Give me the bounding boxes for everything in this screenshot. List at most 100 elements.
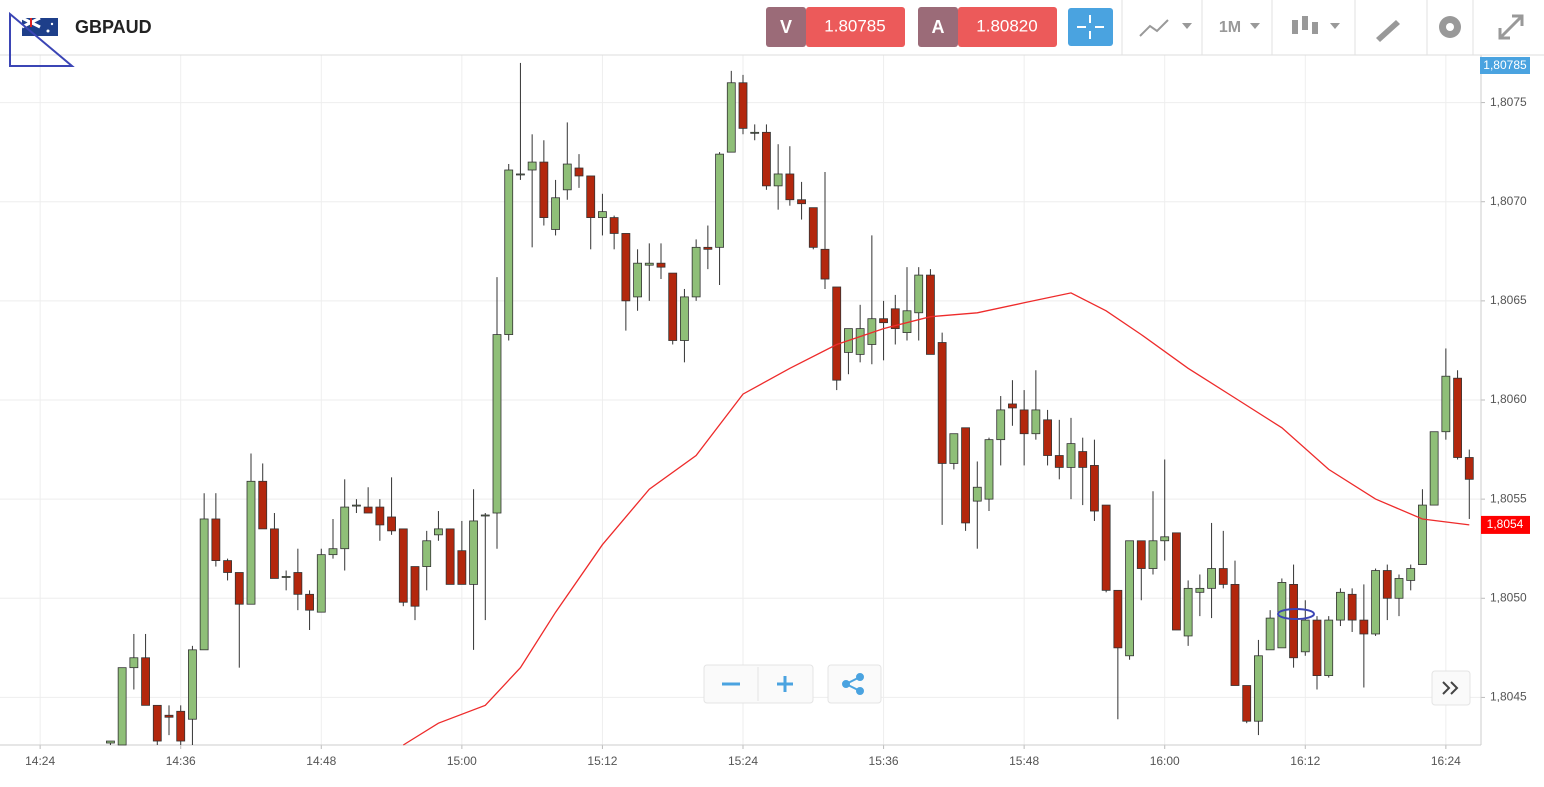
x-tick-label: 15:36 — [869, 754, 899, 768]
candle-body — [832, 286, 842, 381]
candle-body — [633, 262, 642, 298]
bid-button[interactable] — [766, 7, 806, 47]
candle-body — [164, 714, 174, 718]
candle-body — [469, 520, 478, 585]
price-tag-bg — [1480, 57, 1530, 74]
ask-button[interactable] — [918, 7, 958, 47]
candle-body — [797, 199, 806, 205]
candle-body — [1019, 409, 1029, 435]
crosshair-button[interactable] — [1068, 8, 1113, 46]
candle-body — [246, 480, 256, 605]
settings-icon[interactable] — [1439, 16, 1461, 38]
candle-body — [1008, 403, 1017, 409]
candle-body — [1172, 532, 1181, 631]
y-tick-label: 1,8055 — [1490, 491, 1527, 505]
candle-body — [1230, 583, 1240, 686]
x-tick-label: 15:24 — [728, 754, 758, 768]
candle-body — [1066, 443, 1076, 468]
x-tick-label: 14:24 — [25, 754, 55, 768]
y-tick-label: 1,8065 — [1490, 293, 1527, 307]
candle-body — [984, 439, 994, 500]
zoom-controls — [703, 664, 1471, 706]
scroll-end-button[interactable] — [1431, 670, 1471, 706]
candle-body — [703, 246, 713, 250]
draw-icon[interactable] — [1376, 20, 1400, 42]
candle-body — [1371, 570, 1380, 635]
moving-average-line — [402, 292, 1470, 746]
candle-body — [656, 262, 666, 268]
candle-body — [1300, 619, 1310, 653]
candle-body — [352, 504, 361, 507]
candle-body — [1347, 593, 1357, 621]
candle-body — [961, 427, 970, 524]
candle-body — [1464, 457, 1474, 480]
candle-body — [644, 262, 654, 266]
crosshair-icon — [1077, 15, 1104, 39]
bid-price-box[interactable] — [806, 7, 905, 47]
fullscreen-icon[interactable] — [1498, 14, 1524, 40]
candle-body — [1265, 617, 1275, 651]
candle-body — [773, 173, 783, 187]
candle-body — [914, 274, 924, 314]
candle-body — [890, 308, 900, 330]
x-tick-label: 14:48 — [306, 754, 336, 768]
share-icon — [842, 673, 864, 695]
candle-body — [1125, 540, 1134, 657]
timeframe-caret — [1250, 23, 1260, 29]
ask-label[interactable]: A — [932, 17, 945, 37]
candle-body — [1324, 619, 1334, 677]
candle-body — [375, 506, 385, 526]
candle-body — [527, 161, 537, 171]
candle-body — [504, 169, 514, 335]
candles-icon[interactable] — [1292, 16, 1340, 34]
candle-body — [387, 516, 396, 532]
candle-body — [621, 233, 631, 302]
bid-label[interactable]: V — [780, 17, 792, 37]
candle-body — [1453, 377, 1462, 458]
candle-body — [1136, 540, 1146, 569]
share-button[interactable] — [827, 664, 882, 704]
candle-body — [1406, 568, 1416, 581]
candle-body — [738, 82, 748, 129]
flag-icon — [21, 16, 58, 36]
candle-body — [1195, 587, 1205, 593]
candle-body — [785, 173, 795, 201]
candle-body — [539, 161, 549, 218]
scroll-end-icon — [1442, 681, 1459, 695]
x-tick-label: 16:00 — [1150, 754, 1180, 768]
candle-body — [1031, 409, 1041, 435]
candle-body — [457, 550, 467, 585]
timeframe[interactable]: 1M — [1219, 19, 1241, 36]
ma-tag-bg — [1481, 515, 1530, 534]
candle-body — [551, 197, 560, 230]
candle-body — [562, 163, 572, 191]
candle-body — [1078, 451, 1088, 468]
candle-body — [972, 486, 982, 502]
chart-type-icon[interactable] — [1139, 19, 1192, 37]
bid-price[interactable]: 1.80785 — [824, 16, 885, 35]
symbol: GBPAUD — [75, 17, 152, 37]
candle-body — [879, 318, 888, 324]
candle-body — [106, 740, 115, 744]
plot-area: 1,8045 1,8050 1,8055 1,8060 1,8065 1,8070 1,80… — [0, 55, 1527, 768]
drawing-annotation — [9, 11, 75, 67]
candle-body — [937, 342, 947, 464]
candle-body — [117, 667, 127, 746]
price-tag: 1,80785 — [1483, 58, 1527, 72]
candle-body — [492, 334, 502, 514]
candle-body — [1101, 504, 1111, 591]
candle-body — [398, 528, 408, 603]
candle-body — [820, 248, 830, 280]
candle-body — [258, 480, 268, 530]
ask-price-box[interactable] — [958, 7, 1057, 47]
candle-body — [1254, 655, 1263, 722]
y-tick-label: 1,8075 — [1490, 95, 1527, 109]
zoom-in[interactable] — [777, 676, 793, 692]
ask-price[interactable]: 1.80820 — [976, 16, 1037, 35]
candle-body — [691, 246, 701, 298]
candle-body — [949, 433, 959, 464]
candle-body — [726, 82, 736, 153]
toolbar: GBPAUD V 1.80785 A 1.80820 1M — [0, 0, 1544, 56]
y-tick-label: 1,8050 — [1490, 590, 1527, 604]
